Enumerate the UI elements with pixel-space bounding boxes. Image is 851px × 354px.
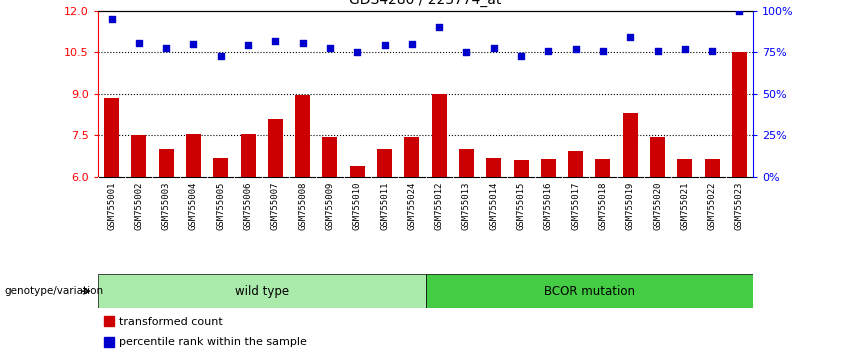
Text: GSM755006: GSM755006: [243, 182, 253, 230]
Text: genotype/variation: genotype/variation: [4, 286, 103, 296]
Point: [705, 48, 719, 54]
Point: [733, 8, 746, 13]
Point: [405, 41, 419, 47]
Text: GSM755010: GSM755010: [353, 182, 362, 230]
Text: GSM755022: GSM755022: [708, 182, 717, 230]
Bar: [105, 316, 113, 326]
Bar: [486, 158, 501, 177]
Point: [432, 24, 446, 30]
Bar: [513, 160, 528, 177]
Text: percentile rank within the sample: percentile rank within the sample: [119, 337, 306, 348]
Bar: [541, 159, 556, 177]
Text: GSM755003: GSM755003: [162, 182, 170, 230]
Point: [541, 48, 555, 54]
Text: GSM755020: GSM755020: [653, 182, 662, 230]
Text: GSM755024: GSM755024: [408, 182, 416, 230]
Bar: [404, 137, 420, 177]
Point: [678, 47, 692, 52]
Text: GSM755017: GSM755017: [571, 182, 580, 230]
Point: [597, 48, 610, 54]
Point: [351, 50, 364, 55]
Bar: [426, 274, 753, 308]
Text: GSM755009: GSM755009: [325, 182, 334, 230]
Point: [186, 41, 200, 47]
Text: GSM755011: GSM755011: [380, 182, 389, 230]
Text: GDS4280 / 223774_at: GDS4280 / 223774_at: [349, 0, 502, 7]
Text: GSM755021: GSM755021: [681, 182, 689, 230]
Bar: [104, 98, 119, 177]
Text: transformed count: transformed count: [119, 317, 223, 327]
Bar: [568, 151, 583, 177]
Text: GSM755007: GSM755007: [271, 182, 280, 230]
Bar: [131, 135, 146, 177]
Text: GSM755015: GSM755015: [517, 182, 526, 230]
Point: [296, 40, 310, 45]
Bar: [377, 149, 392, 177]
Text: wild type: wild type: [235, 285, 288, 298]
Bar: [295, 95, 310, 177]
Point: [568, 47, 582, 52]
Bar: [268, 119, 283, 177]
Text: GSM755012: GSM755012: [435, 182, 443, 230]
Text: BCOR mutation: BCOR mutation: [544, 285, 635, 298]
Bar: [431, 94, 447, 177]
Point: [159, 45, 173, 51]
Point: [241, 42, 254, 48]
Bar: [677, 159, 693, 177]
Text: GSM755019: GSM755019: [625, 182, 635, 230]
Bar: [98, 274, 426, 308]
Point: [132, 40, 146, 45]
Text: GSM755005: GSM755005: [216, 182, 226, 230]
Text: GSM755004: GSM755004: [189, 182, 198, 230]
Bar: [705, 159, 720, 177]
Bar: [241, 134, 255, 177]
Point: [651, 48, 665, 54]
Bar: [596, 159, 610, 177]
Bar: [214, 158, 228, 177]
Point: [378, 42, 391, 48]
Text: GSM755016: GSM755016: [544, 182, 553, 230]
Bar: [623, 113, 637, 177]
Bar: [732, 52, 747, 177]
Point: [514, 53, 528, 59]
Point: [323, 45, 337, 51]
Bar: [105, 337, 113, 347]
Text: GSM755002: GSM755002: [134, 182, 143, 230]
Text: GSM755008: GSM755008: [298, 182, 307, 230]
Point: [105, 16, 118, 22]
Point: [487, 45, 500, 51]
Text: GSM755018: GSM755018: [598, 182, 608, 230]
Point: [460, 50, 473, 55]
Text: GSM755013: GSM755013: [462, 182, 471, 230]
Point: [624, 34, 637, 40]
Bar: [350, 166, 365, 177]
Point: [269, 38, 283, 44]
Text: GSM755014: GSM755014: [489, 182, 498, 230]
Bar: [650, 137, 665, 177]
Bar: [186, 134, 201, 177]
Text: GSM755023: GSM755023: [735, 182, 744, 230]
Bar: [459, 149, 474, 177]
Text: GSM755001: GSM755001: [107, 182, 116, 230]
Point: [214, 53, 227, 59]
Bar: [158, 149, 174, 177]
Bar: [323, 137, 338, 177]
